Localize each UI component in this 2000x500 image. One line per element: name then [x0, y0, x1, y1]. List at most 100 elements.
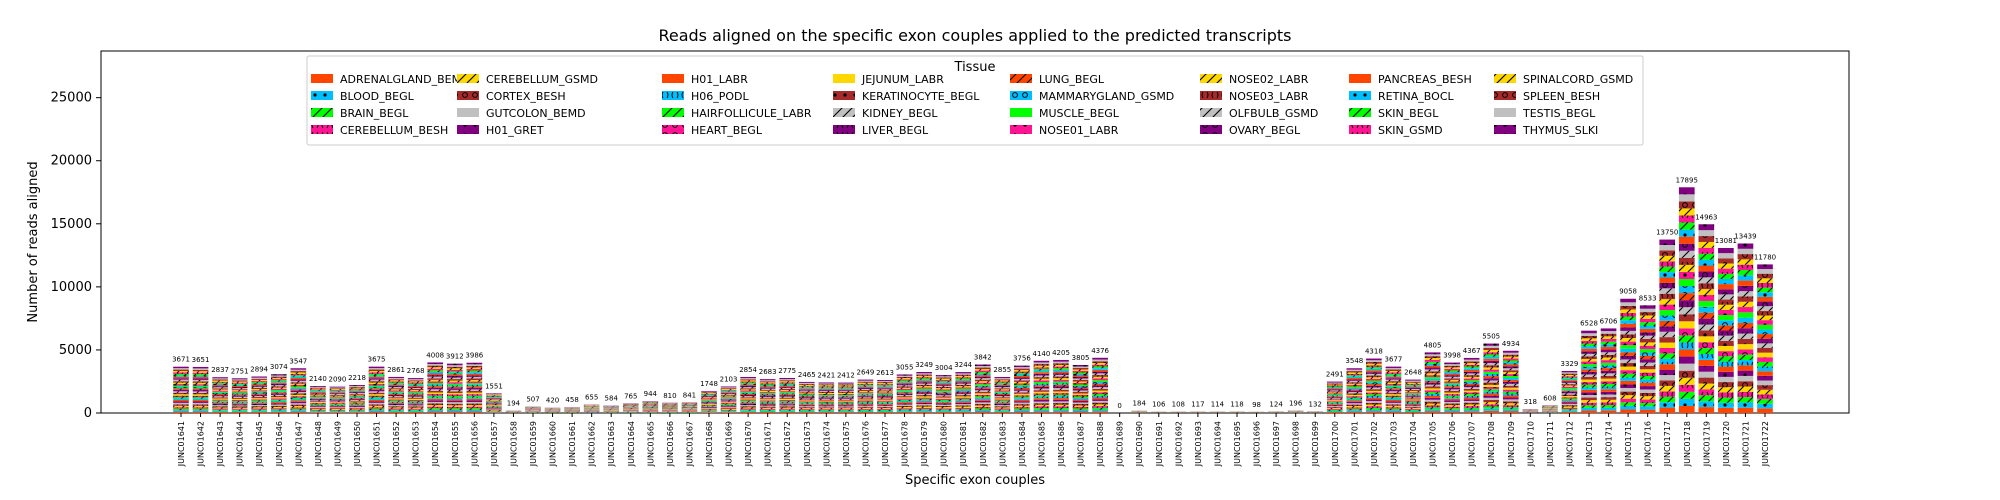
bar-segment: [1014, 402, 1030, 405]
bar-segment: [740, 395, 756, 397]
bar-stack: [1053, 359, 1069, 413]
bar-stack: [1326, 381, 1343, 413]
bar-segment: [955, 405, 972, 407]
bar-segment: [857, 404, 874, 406]
bar-segment: [1463, 380, 1480, 383]
bar-segment: [446, 388, 463, 390]
bar-segment: [310, 402, 326, 403]
bar-segment: [1385, 385, 1402, 387]
bar-segment: [270, 387, 287, 389]
bar-segment: [1346, 404, 1363, 407]
bar-segment: [701, 407, 717, 409]
x-tick-label: JUNC01673: [803, 421, 812, 467]
bar-segment: [1366, 368, 1382, 371]
bar-segment: [466, 367, 483, 370]
bar-segment: [270, 379, 287, 381]
bar-segment: [1053, 373, 1069, 375]
bar-segment: [1033, 375, 1050, 378]
legend-swatch: [833, 125, 855, 134]
bar-segment: [1483, 393, 1500, 396]
bar-segment: [329, 388, 346, 390]
bar-total-label: 13081: [1715, 237, 1737, 245]
bar-segment: [798, 404, 815, 406]
bar-segment: [1737, 365, 1754, 371]
bar-segment: [935, 398, 952, 400]
bar-segment: [1033, 372, 1050, 374]
bar-segment: [1053, 391, 1069, 394]
bar-segment: [173, 392, 189, 395]
bar-segment: [701, 412, 717, 413]
bar-segment: [838, 397, 854, 399]
legend-item: NOSE01_LABR: [1010, 124, 1119, 137]
bar-segment: [857, 385, 874, 387]
bar-segment: [310, 392, 326, 394]
bar-segment: [231, 378, 248, 380]
legend-label: CEREBELLUM_BESH: [340, 124, 448, 137]
bar-segment: [1463, 395, 1480, 398]
bar-segment: [857, 387, 874, 389]
bar-segment: [1444, 368, 1460, 371]
bar-segment: [1620, 309, 1636, 314]
bar-segment: [896, 404, 913, 406]
bar-segment: [1385, 395, 1402, 398]
bar-segment: [759, 396, 776, 398]
bar-segment: [486, 404, 502, 406]
bar-segment: [290, 407, 307, 409]
bar-segment: [857, 396, 874, 398]
legend-item: PANCREAS_BESH: [1349, 73, 1472, 86]
bar-segment: [1483, 380, 1500, 383]
bar-segment: [1053, 369, 1069, 372]
bar-segment: [1600, 344, 1617, 347]
bar-segment: [1405, 385, 1421, 387]
bar-segment: [779, 379, 796, 381]
bar-segment: [231, 397, 248, 399]
x-tick-label: JUNC01719: [1702, 421, 1711, 467]
bar-segment: [1326, 405, 1343, 407]
bar-segment: [838, 406, 854, 408]
bar-segment: [173, 376, 189, 379]
bar-stack: [1150, 411, 1167, 413]
bar-segment: [720, 400, 737, 402]
bar-segment: [779, 403, 796, 405]
bar-segment: [173, 404, 189, 406]
x-tick-label: JUNC01717: [1663, 421, 1672, 467]
bar-segment: [192, 405, 209, 408]
bar-segment: [368, 407, 385, 409]
bar-segment: [818, 400, 835, 402]
bar-segment: [1659, 315, 1676, 321]
bar-segment: [818, 399, 835, 401]
bar-segment: [1581, 351, 1597, 354]
legend-label: LIVER_BEGL: [862, 124, 929, 137]
bar-segment: [1366, 394, 1382, 396]
bar-segment: [1659, 347, 1676, 354]
bar-total-label: 3055: [896, 363, 914, 371]
bar-segment: [1502, 405, 1519, 408]
bar-segment: [1072, 372, 1089, 375]
x-tick-label: JUNC01705: [1429, 421, 1438, 467]
bar-segment: [740, 405, 756, 407]
bar-segment: [1053, 388, 1069, 390]
bar-total-label: 4318: [1365, 348, 1383, 356]
bar-segment: [935, 396, 952, 398]
bar-segment: [407, 379, 424, 381]
bar-segment: [896, 403, 913, 405]
bar-segment: [1561, 397, 1578, 399]
bar-total-label: 3249: [915, 361, 933, 369]
bar-segment: [916, 386, 932, 388]
bar-total-label: 3842: [974, 354, 992, 362]
bar-segment: [1620, 373, 1636, 378]
bar-segment: [349, 392, 365, 394]
bar-segment: [1620, 355, 1636, 360]
bar-segment: [916, 405, 932, 407]
bar-segment: [1659, 391, 1676, 397]
bar-segment: [1053, 363, 1069, 365]
bar-segment: [955, 387, 972, 389]
legend-label: BLOOD_BEGL: [340, 90, 415, 103]
bar-segment: [1444, 373, 1460, 376]
bar-segment: [329, 386, 346, 388]
bar-segment: [1405, 387, 1421, 389]
bar-segment: [270, 374, 287, 376]
bar-segment: [877, 406, 893, 408]
bar-segment: [1424, 380, 1441, 383]
bar-segment: [818, 397, 835, 399]
